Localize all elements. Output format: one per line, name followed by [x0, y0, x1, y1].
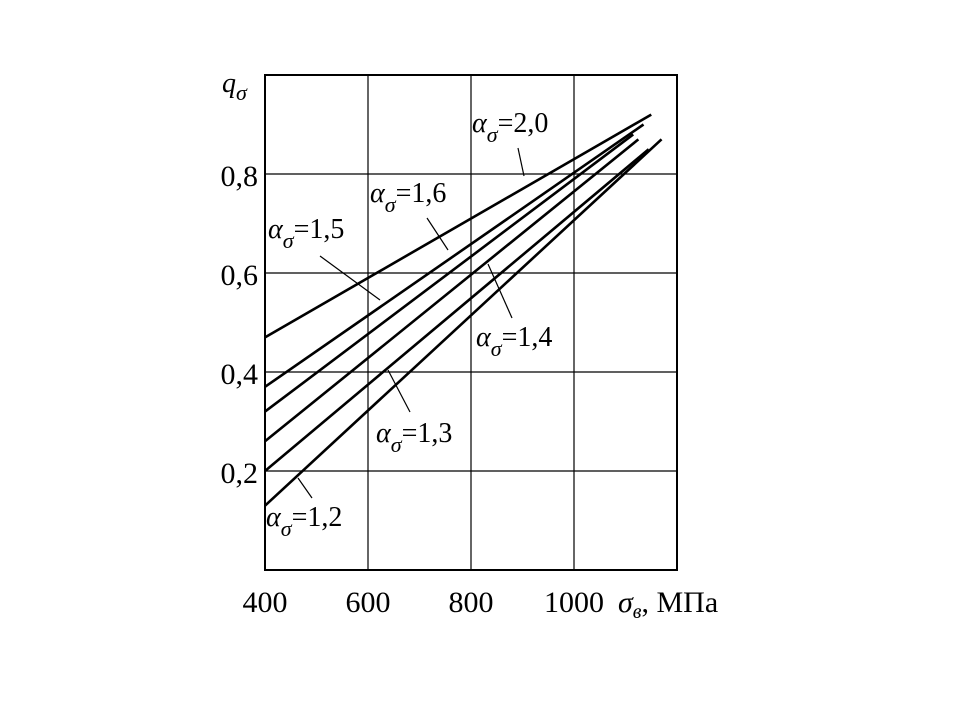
series-label-1: ασ=1,6 — [370, 178, 446, 217]
y-tick-labels: 0,2 0,4 0,6 0,8 — [221, 160, 259, 490]
grid — [265, 75, 677, 570]
series-line-5 — [264, 138, 663, 507]
leader-line-2 — [319, 255, 381, 301]
y-tick-label: 0,8 — [221, 160, 259, 193]
y-tick-label: 0,6 — [221, 259, 259, 292]
y-tick-label: 0,4 — [221, 358, 259, 391]
label-leaders — [297, 147, 525, 499]
leader-line-3 — [487, 263, 513, 319]
series-lines — [264, 113, 663, 507]
x-tick-label: 800 — [449, 586, 494, 619]
leader-line-4 — [387, 369, 411, 413]
leader-line-1 — [426, 217, 449, 251]
series-line-4 — [264, 148, 650, 472]
y-axis-title: qσ — [222, 68, 248, 105]
axis-titles: σв, МПа qσ — [222, 68, 718, 623]
series-label-5: ασ=1,2 — [266, 502, 342, 541]
series-line-2 — [264, 133, 635, 413]
series-line-1 — [264, 123, 645, 388]
x-tick-label: 600 — [346, 586, 391, 619]
series-label-3: ασ=1,4 — [476, 322, 552, 361]
x-tick-label: 400 — [243, 586, 288, 619]
x-axis-title: σв, МПа — [618, 586, 718, 623]
series-labels: ασ=2,0 ασ=1,6 ασ=1,5 ασ=1,4 ασ=1,3 ασ=1,2 — [266, 108, 552, 541]
series-label-4: ασ=1,3 — [376, 418, 452, 457]
leader-line-5 — [297, 477, 313, 499]
x-tick-label: 1000 — [544, 586, 604, 619]
series-line-0 — [264, 113, 652, 339]
x-tick-labels: 400 600 800 1000 — [243, 586, 605, 619]
series-label-0: ασ=2,0 — [472, 108, 548, 147]
series-label-2: ασ=1,5 — [268, 214, 344, 253]
y-tick-label: 0,2 — [221, 457, 259, 490]
series-line-3 — [264, 138, 640, 443]
leader-line-0 — [517, 147, 525, 177]
